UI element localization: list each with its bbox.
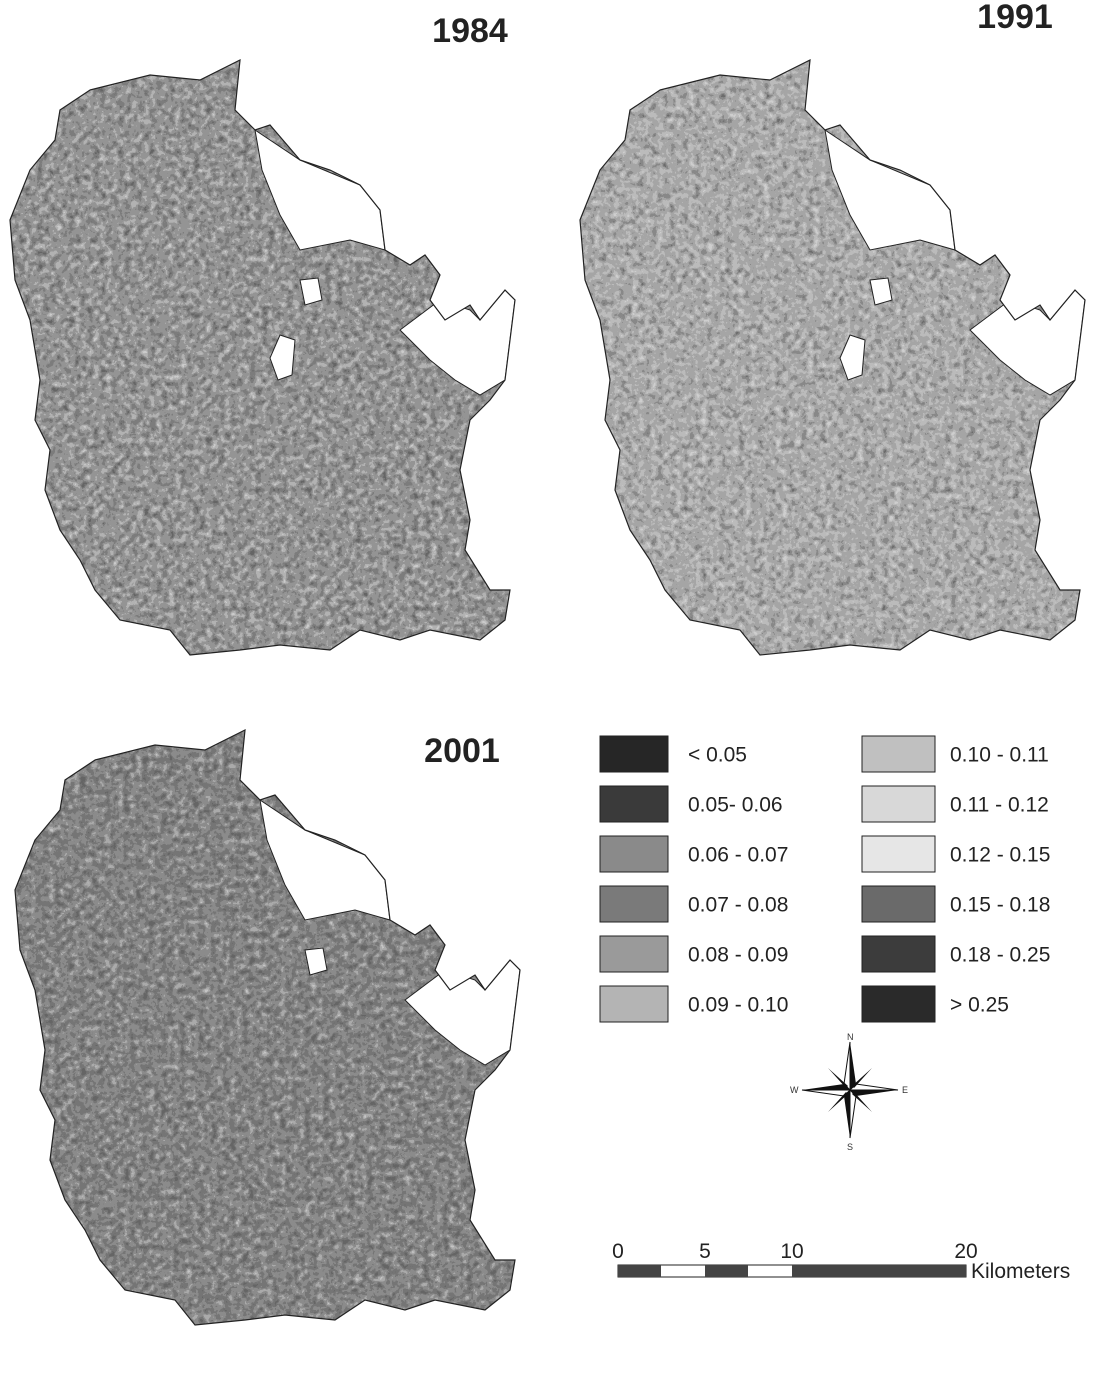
- legend-swatch: [862, 986, 935, 1022]
- legend-label: 0.07 - 0.08: [688, 894, 788, 917]
- legend-label: > 0.25: [950, 994, 1009, 1017]
- scale-tick-label: 0: [612, 1240, 624, 1263]
- legend-label: 0.08 - 0.09: [688, 944, 788, 967]
- legend-swatch: [600, 736, 668, 772]
- compass-n: N: [847, 1032, 854, 1042]
- map-raster: [5, 720, 535, 1340]
- map: [5, 720, 535, 1340]
- compass: N E S W: [790, 1032, 908, 1152]
- compass-e: E: [902, 1085, 908, 1095]
- map-year: 1984: [432, 12, 508, 50]
- legend-label: 0.09 - 0.10: [688, 994, 788, 1017]
- legend-swatch: [600, 886, 668, 922]
- scale-segment: [792, 1265, 966, 1277]
- map: [570, 50, 1100, 670]
- compass-w: W: [790, 1085, 799, 1095]
- map-year: 2001: [424, 732, 500, 770]
- legend-label: 0.15 - 0.18: [950, 894, 1050, 917]
- scale-tick-label: 10: [780, 1240, 803, 1263]
- legend-swatch: [862, 786, 935, 822]
- map: [0, 50, 530, 670]
- legend-swatch: [862, 886, 935, 922]
- scale-segment: [618, 1265, 661, 1277]
- scale-unit: Kilometers: [971, 1260, 1070, 1283]
- legend: < 0.05 0.05- 0.06 0.06 - 0.07 0.07 - 0.08 0.…: [600, 736, 1050, 1022]
- legend-swatch: [600, 786, 668, 822]
- scale-tick-label: 20: [954, 1240, 977, 1263]
- scale-bar: Kilometers 0 5 10 20: [612, 1240, 1070, 1283]
- legend-swatch: [600, 986, 668, 1022]
- legend-swatch: [600, 936, 668, 972]
- legend-label: < 0.05: [688, 744, 747, 767]
- legend-swatch: [862, 836, 935, 872]
- legend-label: 0.05- 0.06: [688, 794, 783, 817]
- scale-tick-label: 5: [699, 1240, 711, 1263]
- legend-swatch: [600, 836, 668, 872]
- maps: [0, 50, 1100, 1340]
- legend-label: 0.11 - 0.12: [950, 794, 1049, 817]
- legend-swatch: [862, 736, 935, 772]
- scale-segment: [705, 1265, 748, 1277]
- legend-swatch: [862, 936, 935, 972]
- legend-label: 0.12 - 0.15: [950, 844, 1050, 867]
- legend-label: 0.06 - 0.07: [688, 844, 788, 867]
- figure: N E S W < 0.05 0.05- 0.06 0.06 - 0.07 0.07 …: [0, 0, 1110, 1373]
- legend-label: 0.10 - 0.11: [950, 744, 1049, 767]
- legend-label: 0.18 - 0.25: [950, 944, 1050, 967]
- map-raster: [570, 50, 1100, 670]
- map-year: 1991: [977, 0, 1053, 36]
- compass-s: S: [847, 1142, 853, 1152]
- map-raster: [0, 50, 530, 670]
